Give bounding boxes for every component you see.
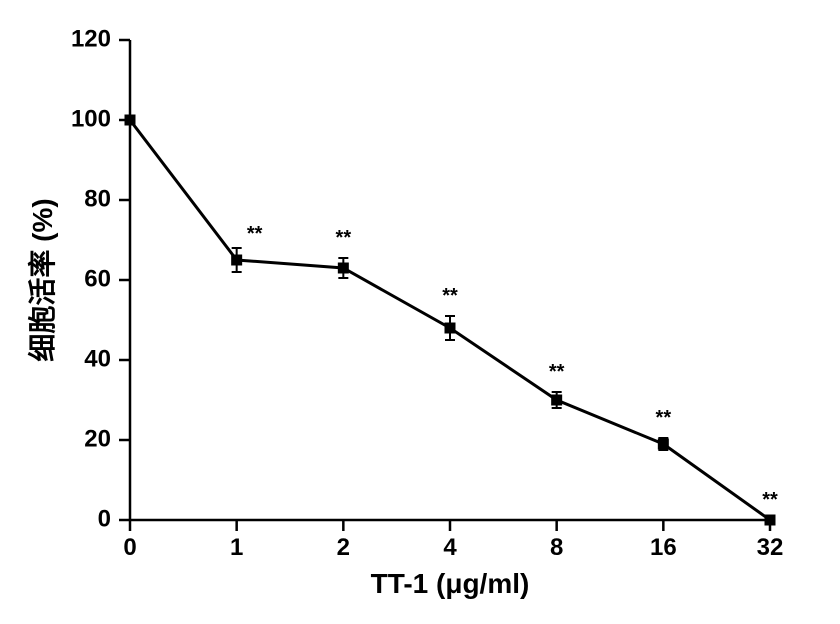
- significance-marker: **: [336, 227, 352, 249]
- significance-marker: **: [442, 285, 458, 307]
- data-marker: [338, 263, 348, 273]
- significance-marker: **: [549, 361, 565, 383]
- y-tick-label: 80: [84, 185, 111, 212]
- y-axis-label: 细胞活率 (%): [26, 198, 58, 361]
- data-marker: [445, 323, 455, 333]
- x-tick-label: 8: [550, 534, 563, 561]
- y-tick-label: 0: [98, 505, 111, 532]
- data-marker: [232, 255, 242, 265]
- x-tick-label: 16: [650, 534, 677, 561]
- y-tick-label: 40: [84, 345, 111, 372]
- chart-svg: 0 20 40 60 80 100 120 0 1 2 4 8 16 32 TT-1 (μg/ml) 细胞活率…: [0, 0, 840, 624]
- data-marker: [125, 115, 135, 125]
- y-tick-label: 100: [71, 105, 111, 132]
- data-marker: [552, 395, 562, 405]
- x-tick-label: 0: [123, 534, 136, 561]
- x-tick-label: 32: [757, 534, 784, 561]
- data-marker: [765, 515, 775, 525]
- y-tick-label: 120: [71, 25, 111, 52]
- y-tick-label: 60: [84, 265, 111, 292]
- significance-marker: **: [762, 489, 778, 511]
- x-axis-label: TT-1 (μg/ml): [371, 568, 530, 599]
- chart-container: 0 20 40 60 80 100 120 0 1 2 4 8 16 32 TT-1 (μg/ml) 细胞活率…: [0, 0, 840, 624]
- significance-marker: **: [656, 407, 672, 429]
- x-tick-label: 4: [443, 534, 457, 561]
- x-tick-label: 2: [337, 534, 350, 561]
- x-tick-label: 1: [230, 534, 243, 561]
- significance-marker: **: [247, 223, 263, 245]
- y-tick-label: 20: [84, 425, 111, 452]
- data-marker: [658, 439, 668, 449]
